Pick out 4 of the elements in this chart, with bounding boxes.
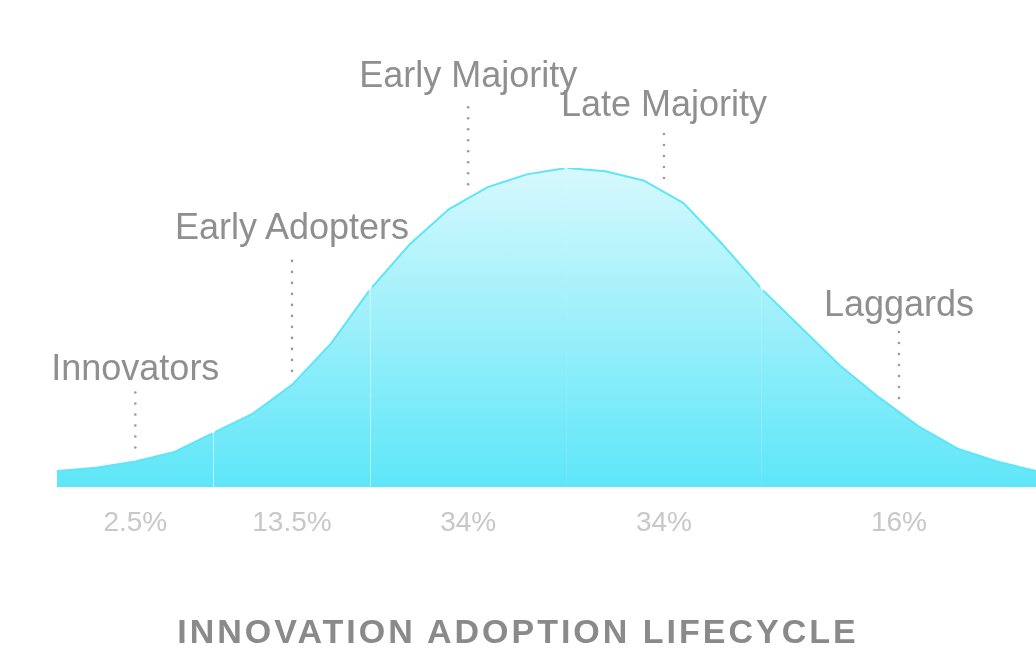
series-label: Innovators — [51, 347, 220, 389]
series-label: Early Adopters — [174, 205, 410, 247]
series-label: Laggards — [823, 282, 974, 324]
text: INNOVATION ADOPTION LIFECYCLE — [176, 612, 860, 651]
